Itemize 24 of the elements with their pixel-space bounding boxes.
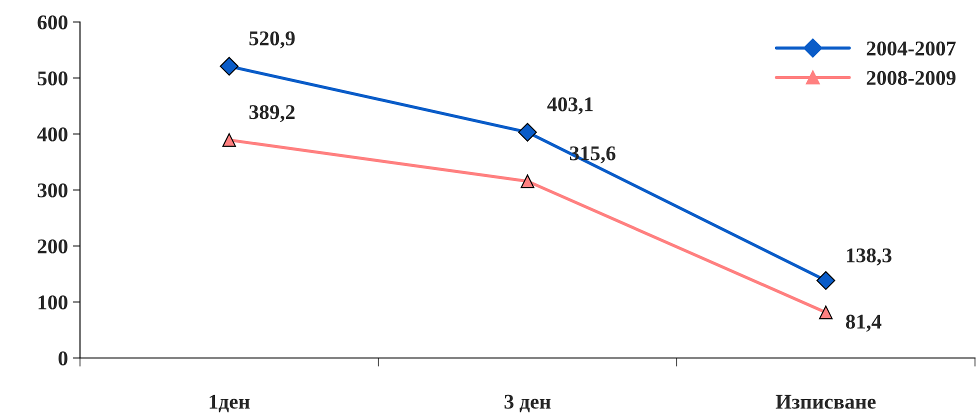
point xyxy=(518,122,537,142)
y-tick-label: 100 xyxy=(38,295,68,310)
y-tick-label: 0 xyxy=(58,351,68,366)
legend-label: 2004-2007 xyxy=(866,41,956,56)
y-tick-label: 300 xyxy=(38,183,68,198)
point xyxy=(819,306,833,320)
x-tick-label: 1ден xyxy=(210,394,250,412)
point xyxy=(520,174,534,188)
data-label: 81,4 xyxy=(846,314,882,332)
data-label: 138,3 xyxy=(846,248,892,266)
y-tick-label: 600 xyxy=(38,15,68,30)
legend-label: 2008-2009 xyxy=(866,70,956,85)
y-tick-label: 500 xyxy=(38,71,68,86)
data-label: 520,9 xyxy=(249,31,295,48)
x-tick-label: 3 ден xyxy=(504,394,551,412)
y-tick-label: 200 xyxy=(38,239,68,254)
y-tick-label: 400 xyxy=(37,127,68,142)
data-label: 315,6 xyxy=(570,146,616,164)
point xyxy=(222,133,236,147)
point xyxy=(220,56,239,76)
x-tick-label: Изписване xyxy=(776,394,876,409)
data-label: 389,2 xyxy=(249,105,295,122)
data-label: 403,1 xyxy=(547,97,593,114)
point xyxy=(816,271,836,290)
